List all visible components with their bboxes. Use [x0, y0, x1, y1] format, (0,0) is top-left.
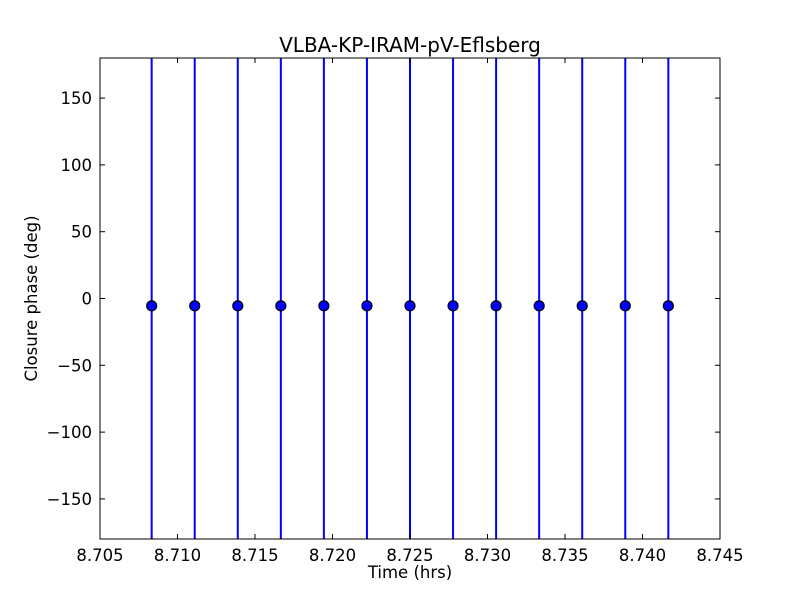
- data-point-marker: [533, 300, 545, 312]
- x-tick-label: 8.725: [386, 546, 433, 565]
- axis-ticks: [99, 58, 721, 539]
- x-tick-label: 8.740: [619, 546, 666, 565]
- x-tick-label: 8.745: [696, 546, 743, 565]
- data-point-marker: [490, 300, 502, 312]
- tick-labels: 8.705 8.710 8.715 8.720 8.725 8.730 8.735 8.740…: [47, 89, 744, 565]
- data-point-marker: [447, 300, 459, 312]
- data-point-marker: [232, 300, 244, 312]
- data-point-marker: [318, 300, 330, 312]
- x-tick-label: 8.705: [76, 546, 123, 565]
- y-tick-label: 50: [71, 223, 92, 242]
- y-tick-label: −150: [47, 490, 92, 509]
- y-tick-label: 150: [61, 89, 93, 108]
- data-point-marker: [619, 300, 631, 312]
- error-bars: [150, 58, 670, 539]
- chart-title: VLBA-KP-IRAM-pV-Eflsberg: [279, 33, 541, 57]
- data-point-marker: [275, 300, 287, 312]
- x-tick-label: 8.730: [464, 546, 511, 565]
- data-point-marker: [662, 300, 674, 312]
- data-point-marker: [404, 300, 416, 312]
- data-point-marker: [146, 300, 158, 312]
- x-tick-label: 8.710: [154, 546, 201, 565]
- data-point-marker: [189, 300, 201, 312]
- data-point-marker: [361, 300, 373, 312]
- x-tick-label: 8.735: [541, 546, 588, 565]
- x-axis-label: Time (hrs): [367, 563, 452, 582]
- y-tick-label: 0: [82, 290, 93, 309]
- data-points: [146, 300, 674, 312]
- y-axis-label: Closure phase (deg): [22, 215, 41, 381]
- data-point-marker: [576, 300, 588, 312]
- y-tick-label: −50: [57, 356, 92, 375]
- x-tick-label: 8.715: [231, 546, 278, 565]
- x-tick-label: 8.720: [309, 546, 356, 565]
- y-tick-label: −100: [47, 423, 92, 442]
- y-tick-label: 100: [61, 156, 93, 175]
